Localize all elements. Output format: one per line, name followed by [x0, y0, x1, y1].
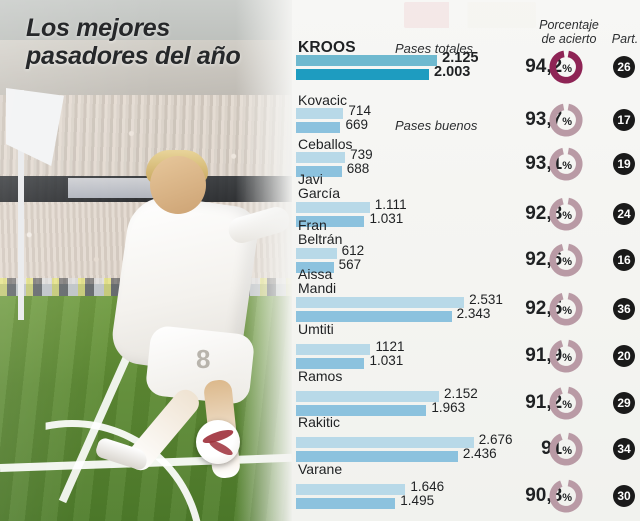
value-total-passes: 2.125 — [442, 50, 479, 66]
bar-good-passes — [296, 405, 427, 416]
value-good-passes: 567 — [338, 257, 362, 272]
player-name: Javi García — [298, 171, 341, 201]
column-header-participation: Part. — [611, 32, 639, 46]
participation-badge: 19 — [613, 153, 635, 175]
percent-sign: % — [562, 399, 572, 411]
percent-sign: % — [562, 63, 572, 75]
percent-sign: % — [562, 116, 572, 128]
accuracy-donut — [549, 479, 583, 513]
stats-panel — [292, 0, 640, 521]
value-total-passes: 2.152 — [443, 386, 478, 401]
player-name: Varane — [298, 461, 343, 477]
bar-good-passes — [296, 216, 365, 227]
value-total-passes: 2.531 — [469, 292, 503, 307]
bar-good-passes — [296, 358, 365, 369]
player-name: Aissa Mandi — [298, 266, 337, 296]
value-total-passes: 1.646 — [410, 479, 445, 494]
value-total-passes: 1121 — [375, 339, 405, 354]
bar-total-passes — [296, 152, 346, 163]
value-total-passes: 2.676 — [478, 432, 513, 447]
player-name: Rakitic — [298, 414, 341, 430]
accuracy-donut — [549, 103, 583, 137]
participation-badge: 17 — [613, 109, 635, 131]
participation-badge: 36 — [613, 298, 635, 320]
column-header-percentage: Porcentaje de acierto — [539, 18, 599, 46]
value-good-passes: 1.963 — [431, 400, 466, 415]
participation-badge: 29 — [613, 392, 635, 414]
player-name: Umtiti — [298, 321, 334, 337]
bar-good-passes — [296, 451, 458, 462]
value-good-passes: 669 — [345, 117, 368, 132]
participation-badge: 26 — [613, 56, 635, 78]
player-head — [150, 156, 206, 214]
bar-total-passes — [296, 391, 439, 402]
accuracy-donut — [549, 243, 583, 277]
accuracy-donut — [549, 197, 583, 231]
accuracy-donut — [549, 292, 583, 326]
participation-badge: 24 — [613, 203, 635, 225]
value-good-passes: 1.031 — [369, 353, 404, 368]
value-total-passes: 714 — [348, 103, 371, 118]
bar-total-passes — [296, 484, 406, 495]
value-good-passes: 688 — [346, 161, 370, 176]
photo-fade-edge — [236, 0, 292, 521]
bar-good-passes — [296, 69, 430, 80]
accuracy-donut — [549, 339, 583, 373]
participation-badge: 34 — [613, 438, 635, 460]
participation-badge: 16 — [613, 249, 635, 271]
percent-sign: % — [562, 445, 572, 457]
football — [196, 420, 240, 464]
bar-total-passes — [296, 108, 344, 119]
percent-sign: % — [562, 256, 572, 268]
percent-sign: % — [562, 160, 572, 172]
participation-badge: 30 — [613, 485, 635, 507]
legend-total-passes: Pases totales — [395, 41, 474, 56]
player-name: Ramos — [298, 368, 343, 384]
percent-sign: % — [562, 305, 572, 317]
player-name: KROOS — [298, 39, 356, 56]
participation-badge: 20 — [613, 345, 635, 367]
bar-total-passes — [296, 437, 474, 448]
player-name: Fran Beltrán — [298, 217, 343, 247]
accuracy-donut — [549, 147, 583, 181]
shirt-number: 8 — [196, 344, 210, 375]
legend-good-passes: Pases buenos — [395, 118, 478, 133]
value-good-passes: 2.343 — [456, 306, 491, 321]
accuracy-donut — [549, 50, 583, 84]
value-total-passes: 739 — [350, 147, 373, 162]
bar-total-passes — [296, 344, 371, 355]
page-title: Los mejores pasadores del año — [26, 14, 241, 70]
corner-flag-pole — [18, 90, 24, 320]
bar-good-passes — [296, 498, 396, 509]
bar-total-passes — [296, 202, 370, 213]
accuracy-donut — [549, 432, 583, 466]
percent-sign: % — [562, 492, 572, 504]
bar-good-passes — [296, 166, 342, 177]
bar-total-passes — [296, 55, 438, 66]
value-good-passes: 2.003 — [434, 64, 471, 80]
value-total-passes: 612 — [341, 243, 365, 258]
percent-sign: % — [562, 210, 572, 222]
value-good-passes: 2.436 — [462, 446, 497, 461]
watermark — [404, 2, 536, 28]
value-good-passes: 1.495 — [400, 493, 435, 508]
bar-good-passes — [296, 311, 452, 322]
bar-total-passes — [296, 297, 465, 308]
player-name: Kovacic — [298, 92, 348, 108]
player-name: Ceballos — [298, 136, 353, 152]
value-good-passes: 1.031 — [369, 211, 404, 226]
percent-sign: % — [562, 352, 572, 364]
accuracy-donut — [549, 386, 583, 420]
bar-good-passes — [296, 262, 334, 273]
player-photo: 8 — [0, 0, 292, 521]
bar-good-passes — [296, 122, 341, 133]
value-total-passes: 1.111 — [374, 197, 407, 212]
bar-total-passes — [296, 248, 337, 259]
